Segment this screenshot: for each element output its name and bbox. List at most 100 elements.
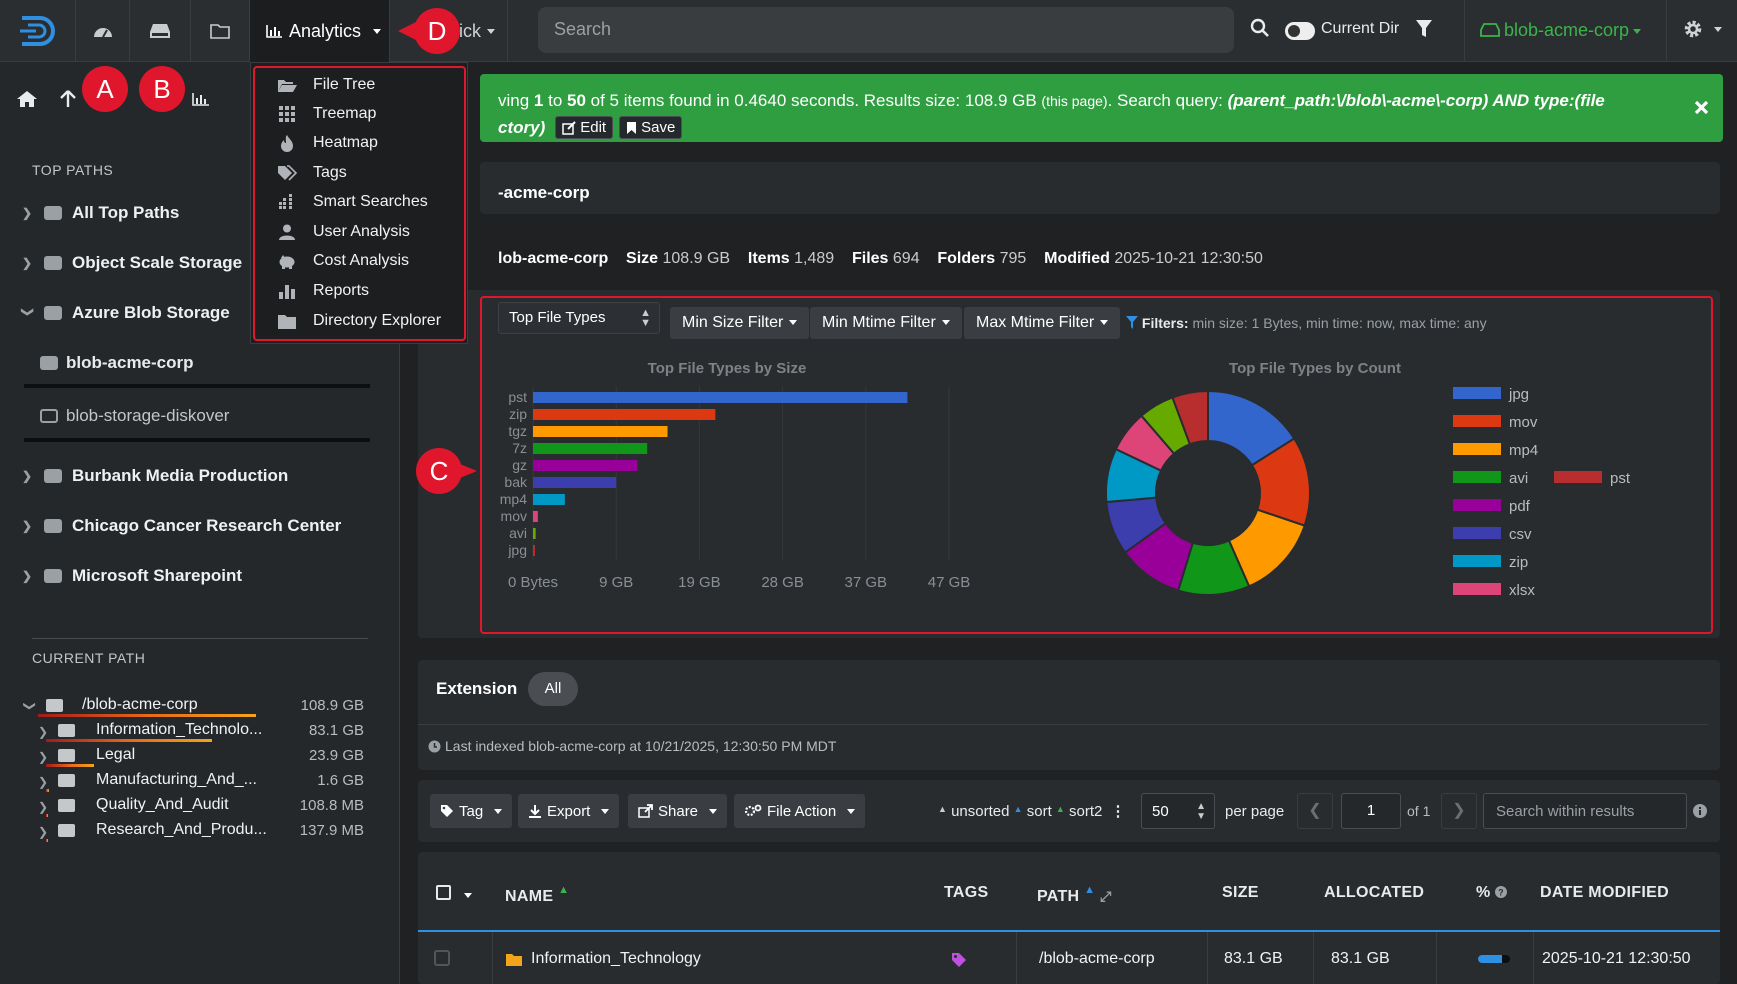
menu-item-heatmap[interactable]: Heatmap: [277, 131, 378, 155]
path-usage-bar: [46, 764, 94, 767]
current-path-root[interactable]: ❯ /blob-acme-corp 108.9 GB: [23, 696, 364, 718]
index-selector[interactable]: blob-acme-corp: [1480, 20, 1642, 41]
close-icon[interactable]: [1694, 100, 1709, 115]
next-page-button[interactable]: ❯: [1441, 793, 1477, 829]
menu-item-smart-searches[interactable]: Smart Searches: [277, 190, 428, 214]
menu-item-cost-analysis[interactable]: Cost Analysis: [277, 249, 409, 273]
home-icon[interactable]: [16, 90, 38, 108]
top-path-sharepoint[interactable]: ❯ Microsoft Sharepoint: [22, 566, 242, 586]
search-within-results-input[interactable]: Search within results: [1483, 793, 1687, 829]
sort-link[interactable]: sort: [1026, 803, 1052, 820]
top-path-blob-storage-diskover[interactable]: blob-storage-diskover: [40, 406, 229, 426]
per-page-select[interactable]: 50 ▲ ▼: [1141, 793, 1215, 829]
max-mtime-filter-button[interactable]: Max Mtime Filter: [964, 307, 1121, 339]
bar-chart-icon[interactable]: [192, 92, 210, 106]
stats-label: Folders: [937, 250, 996, 267]
menu-item-directory-explorer[interactable]: Directory Explorer: [277, 309, 441, 333]
results-text: (this page): [1041, 93, 1108, 109]
quick-menu-button[interactable]: ick: [390, 0, 508, 62]
user-icon: [277, 224, 297, 240]
menu-item-file-tree[interactable]: File Tree: [277, 73, 375, 97]
table-row[interactable]: Information_Technology /blob-acme-corp 8…: [418, 932, 1720, 984]
y-tick-label: 7z: [512, 440, 527, 456]
row-name[interactable]: Information_Technology: [531, 950, 701, 967]
extension-filter-all[interactable]: All: [528, 672, 578, 706]
save-query-button[interactable]: Save: [619, 116, 683, 139]
search-input[interactable]: Search: [538, 7, 1234, 53]
filter-icon[interactable]: [1415, 19, 1433, 39]
unsorted-link[interactable]: unsorted: [951, 803, 1010, 820]
analytics-menu-button[interactable]: Analytics: [250, 0, 390, 62]
prev-page-button[interactable]: ❮: [1297, 793, 1333, 829]
search-icon[interactable]: [1250, 18, 1270, 38]
dashboard-button[interactable]: [76, 0, 130, 62]
folder-button[interactable]: [191, 0, 250, 62]
select-all-checkbox[interactable]: [436, 885, 451, 900]
gear-icon: [1684, 20, 1702, 38]
tag-button[interactable]: Tag: [430, 794, 513, 828]
top-path-azure-blob[interactable]: ❯ Azure Blob Storage: [21, 303, 230, 323]
current-path-child[interactable]: ❯ Quality_And_Audit 108.8 MB: [24, 796, 364, 818]
top-path-blob-acme-corp[interactable]: blob-acme-corp: [40, 353, 194, 373]
expand-icon[interactable]: ⤢: [1100, 888, 1112, 904]
clock-icon: [428, 740, 441, 753]
current-path-child[interactable]: ❯ Legal 23.9 GB: [24, 746, 364, 768]
storage-button[interactable]: [130, 0, 191, 62]
top-path-chicago[interactable]: ❯ Chicago Cancer Research Center: [22, 516, 341, 536]
edit-icon: [562, 120, 576, 135]
menu-item-label: File Tree: [313, 76, 376, 93]
menu-item-reports[interactable]: Reports: [277, 279, 369, 303]
help-icon: ?: [1495, 886, 1508, 898]
current-path-child[interactable]: ❯ Research_And_Produ... 137.9 MB: [24, 821, 364, 843]
chevron-down-icon[interactable]: [464, 893, 472, 898]
column-header-tags[interactable]: TAGS: [944, 884, 989, 901]
sort2-link[interactable]: sort2: [1069, 803, 1103, 820]
page-input[interactable]: 1: [1341, 793, 1401, 829]
sidebar-divider: [32, 638, 368, 639]
current-path-child[interactable]: ❯ Manufacturing_And_... 1.6 GB: [24, 771, 364, 793]
chart-type-select[interactable]: Top File Types ▲ ▼: [498, 302, 660, 334]
column-header-percent[interactable]: % ?: [1476, 884, 1508, 902]
stats-folders: 795: [999, 250, 1027, 267]
row-path[interactable]: /blob-acme-corp: [1039, 950, 1155, 967]
row-checkbox[interactable]: [434, 950, 450, 966]
analytics-dropdown-menu: File Tree Treemap Heatmap Tags Smart Sea…: [250, 62, 468, 344]
chevron-right-icon: ❯: [38, 775, 49, 789]
menu-item-treemap[interactable]: Treemap: [277, 102, 376, 126]
min-mtime-filter-button[interactable]: Min Mtime Filter: [810, 307, 962, 339]
row-date-modified: 2025-10-21 12:30:50: [1542, 950, 1691, 967]
share-icon: [638, 804, 653, 818]
edit-query-button[interactable]: Edit: [555, 116, 614, 139]
current-path-child[interactable]: ❯ Information_Technolo... 83.1 GB: [24, 721, 364, 743]
column-header-allocated[interactable]: ALLOCATED: [1324, 884, 1425, 901]
folder-icon: [58, 774, 75, 787]
top-path-burbank[interactable]: ❯ Burbank Media Production: [22, 466, 288, 486]
file-action-button[interactable]: File Action: [734, 794, 866, 828]
bar: [533, 494, 565, 505]
top-path-object-scale[interactable]: ❯ Object Scale Storage: [22, 253, 242, 273]
logo[interactable]: [0, 0, 76, 62]
more-options-icon[interactable]: ⋮: [1110, 803, 1126, 820]
column-header-size[interactable]: SIZE: [1222, 884, 1259, 901]
tag-icon[interactable]: [951, 952, 967, 968]
export-button[interactable]: Export: [518, 794, 620, 828]
edit-label: Edit: [580, 119, 607, 136]
column-header-path[interactable]: PATH ▲ ⤢: [1037, 884, 1112, 906]
menu-item-user-analysis[interactable]: User Analysis: [277, 220, 410, 244]
column-header-date-modified[interactable]: DATE MODIFIED: [1540, 884, 1669, 901]
top-path-all[interactable]: ❯ All Top Paths: [22, 203, 179, 223]
hdd-icon: [44, 469, 62, 483]
annotation-pointer-d: [398, 22, 416, 40]
share-button[interactable]: Share: [628, 794, 728, 828]
download-icon: [529, 805, 541, 818]
info-icon[interactable]: [1693, 804, 1707, 818]
y-tick-label: pst: [508, 389, 527, 405]
min-size-filter-button[interactable]: Min Size Filter: [670, 307, 810, 339]
arrow-up-icon[interactable]: [60, 90, 76, 108]
menu-item-tags[interactable]: Tags: [277, 161, 347, 185]
column-header-name[interactable]: NAME ▲: [505, 884, 569, 906]
annotation-badge-d: D: [414, 8, 460, 54]
settings-button[interactable]: [1682, 18, 1723, 45]
percent-bar-fill: [1478, 955, 1503, 963]
current-dir-toggle[interactable]: [1285, 22, 1315, 40]
